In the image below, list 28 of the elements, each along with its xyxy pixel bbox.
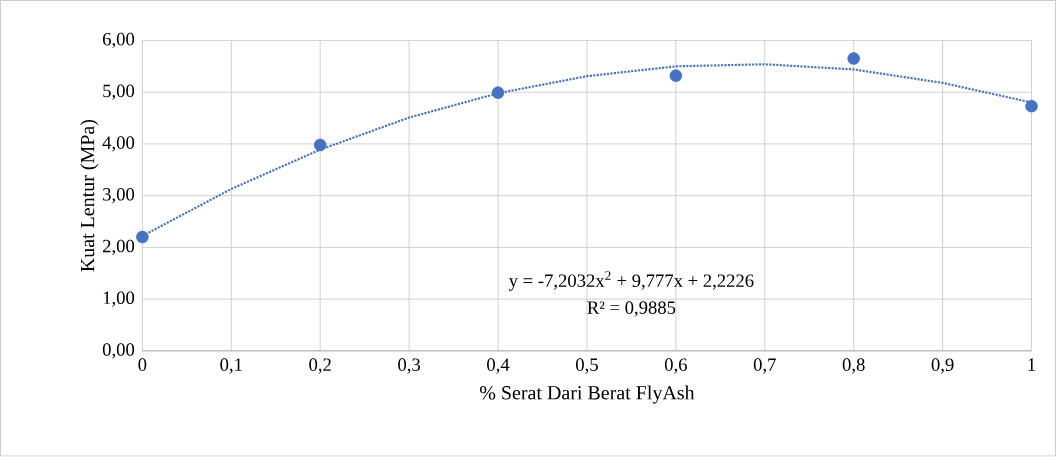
x-tick-label: 1	[1028, 358, 1036, 371]
x-tick-label: 0,9	[931, 358, 954, 374]
x-tick-label: 0,4	[487, 358, 510, 374]
y-tick-label: 6,00	[102, 33, 135, 49]
x-tick-label: 0,6	[664, 358, 687, 374]
y-tick-label: 3,00	[103, 188, 135, 204]
y-tick-label: 4,00	[102, 136, 135, 152]
annotation: y = -7,2032x$^{2}$ + 9,777x + 2,2226	[508, 271, 754, 292]
y-tick-label: 5,00	[103, 84, 135, 101]
annotation: R² = 0,9885	[587, 301, 676, 317]
point	[313, 138, 327, 152]
y-tick-label: 1,00	[103, 291, 135, 307]
point	[136, 230, 149, 244]
point	[1025, 100, 1038, 113]
x-tick-label: 0,3	[398, 358, 421, 374]
x-tick-label: 0,5	[576, 358, 598, 374]
x-axis-title: % Serat Dari Berat FlyAsh	[479, 385, 695, 404]
y-tick-label: 0,00	[102, 343, 135, 359]
y-tick-label: 2,00	[103, 239, 135, 256]
x-tick-label: 0,7	[753, 358, 776, 374]
point	[847, 52, 860, 66]
y-axis-title: Kuat Lentur (MPa)	[80, 120, 99, 272]
x-tick-label: 0,1	[220, 358, 242, 374]
point	[669, 69, 683, 83]
point	[491, 86, 505, 100]
x-tick-label: 0,2	[309, 358, 331, 374]
x-tick-label: 0	[138, 358, 147, 372]
x-tick-label: 0,8	[842, 358, 865, 374]
